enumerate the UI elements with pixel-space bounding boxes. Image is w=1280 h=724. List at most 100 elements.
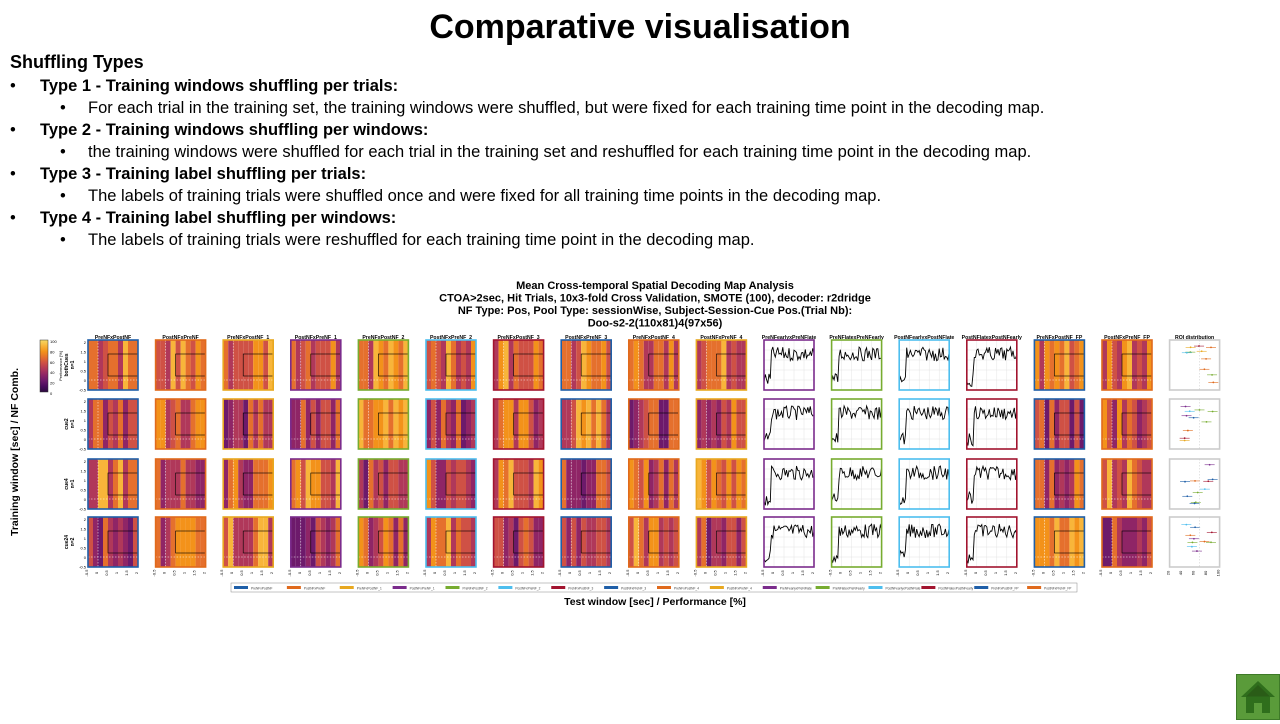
x-tick-label: 2: [337, 571, 342, 574]
panel-frame: [560, 458, 613, 510]
heatmap-cell: [88, 340, 93, 390]
heatmap-cell: [310, 517, 316, 567]
heatmap-cell: [228, 459, 234, 509]
panel-frame: [898, 458, 951, 510]
legend-label: PostNFlatexPostNFearly: [938, 587, 973, 591]
heatmap-cell: [233, 517, 239, 567]
x-tick-label: 0.5: [848, 569, 853, 575]
decoding-panel: [763, 458, 815, 510]
heatmap-cell: [243, 459, 249, 509]
heatmap-cell: [160, 517, 166, 567]
roi-plot-bg: [1169, 399, 1220, 449]
heatmap-cell: [706, 399, 712, 449]
panel-frame: [425, 458, 477, 510]
x-tick-label: 1: [384, 571, 389, 574]
panel-frame: [492, 339, 545, 391]
heatmap-cell: [461, 517, 466, 567]
x-tick-label: 1: [249, 571, 254, 574]
heatmap-cell: [175, 459, 181, 509]
x-tick-label: 2: [607, 571, 612, 574]
x-tick-label: -0.5: [692, 569, 697, 577]
roi-point: [1184, 480, 1186, 483]
panel-column-label: PostNFlatexPostNFearly: [962, 335, 1022, 341]
heatmap-cell: [403, 340, 409, 390]
heatmap-cell: [195, 459, 201, 509]
heatmap-cell: [253, 517, 259, 567]
panel-column-label: ROI distribution: [1175, 335, 1214, 341]
heatmap-cell: [658, 399, 664, 449]
heatmap-cell: [1074, 399, 1080, 449]
heatmap-cell: [295, 399, 301, 449]
roi-point: [1211, 373, 1213, 376]
heatmap-cell: [518, 340, 524, 390]
x-tick-label: 0.5: [645, 569, 650, 575]
heatmap-cell: [436, 340, 441, 390]
heatmap-cell: [373, 459, 379, 509]
decoding-panel: [763, 516, 815, 568]
decoding-curve: [898, 406, 950, 445]
heatmap-cell: [330, 517, 336, 567]
heatmap-cell: [628, 340, 634, 390]
row-label: cue4: [64, 478, 70, 490]
heatmap-cell: [648, 459, 654, 509]
heatmap-cell: [1127, 340, 1132, 390]
type-description: the training windows were shuffled for e…: [40, 141, 1270, 163]
heatmap-cell: [258, 459, 264, 509]
decoding-curve: [763, 464, 815, 507]
decoding-panel: [1168, 458, 1221, 510]
heatmap-cell: [436, 399, 441, 449]
heatmap-cell: [388, 399, 394, 449]
x-tick-label: 2: [1148, 571, 1153, 574]
heatmap-cell: [358, 399, 364, 449]
decoding-curve: [763, 404, 815, 442]
panel-frame: [1101, 398, 1153, 450]
heatmap-cell: [290, 399, 296, 449]
heatmap-cell: [471, 517, 476, 567]
heatmap-cell: [658, 340, 664, 390]
panel-frame: [357, 339, 410, 391]
heatmap-cell: [441, 459, 446, 509]
heatmap-cell: [466, 340, 471, 390]
decoding-panel: [898, 398, 951, 450]
heatmap-cell: [513, 399, 519, 449]
roi-point: [1186, 429, 1189, 432]
heatmap-cell: [426, 399, 431, 449]
heatmap-cell: [673, 340, 679, 390]
heatmap-cell: [113, 399, 118, 449]
heatmap-cell: [606, 459, 612, 509]
home-button[interactable]: [1236, 674, 1280, 720]
row-trial-count: n=1: [70, 419, 76, 428]
x-tick-label: 1.5: [935, 569, 940, 575]
roi-point: [1186, 495, 1189, 498]
heatmap-cell: [190, 399, 196, 449]
x-tick-label: 0: [297, 571, 302, 574]
heatmap-cell: [538, 517, 544, 567]
y-tick-label: 0.5: [80, 369, 86, 374]
heatmap-cell: [701, 399, 707, 449]
heatmap-cell: [601, 459, 607, 509]
heatmap-cell: [446, 517, 451, 567]
heatmap-cell: [1142, 517, 1147, 567]
decoding-panel: [222, 339, 274, 391]
legend-label: PostNFxPreNF_3: [621, 587, 646, 591]
heatmap-cell: [248, 459, 254, 509]
heatmap-cell: [238, 340, 244, 390]
heatmap-cell: [363, 399, 369, 449]
heatmap-cell: [441, 399, 446, 449]
heatmap-cell: [248, 517, 254, 567]
slide-content: Shuffling Types Type 1 - Training window…: [10, 52, 1270, 251]
heatmap-cell: [1137, 459, 1142, 509]
panel-frame: [627, 398, 680, 450]
heatmap-cell: [170, 340, 176, 390]
panel-frame: [87, 458, 139, 510]
y-tick-label: -0.5: [79, 565, 87, 570]
heatmap-cell: [1049, 517, 1055, 567]
legend-swatch: [445, 586, 460, 589]
row-trial-count: n=1: [70, 479, 76, 488]
legend-label: PreNFxPostNF_4: [674, 587, 699, 591]
heatmap-cell: [378, 399, 384, 449]
heatmap-cell: [533, 399, 539, 449]
heatmap-cell: [586, 517, 592, 567]
heatmap-cell: [566, 459, 572, 509]
panel-frame: [492, 516, 545, 568]
